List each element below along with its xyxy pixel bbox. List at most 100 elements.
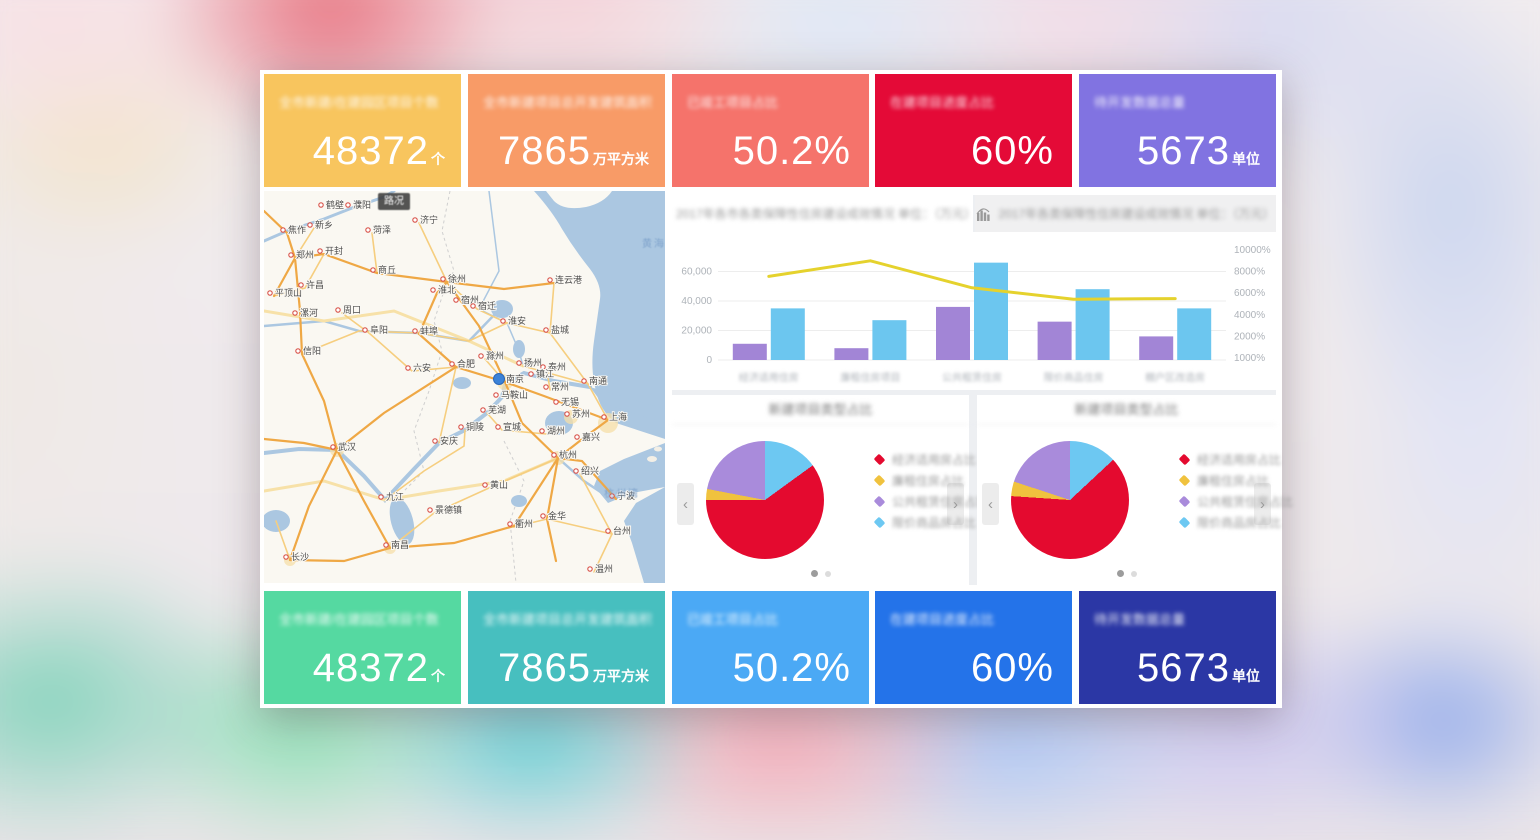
stat-card-complete-pct-2: 已竣工项目占比 50.2%: [672, 591, 869, 704]
right-axis-tick: 6000%: [1234, 288, 1265, 299]
map-city-dot: [540, 513, 546, 519]
map-city-dot: [283, 554, 289, 560]
map-city-name: 武汉: [338, 441, 356, 452]
map-city-dot: [430, 287, 436, 293]
stat-card-title: 全市新建/在建园区项目个数: [279, 612, 439, 627]
stat-card-value: 7865: [498, 129, 591, 173]
legend-item[interactable]: 限价商品房占比: [1178, 516, 1293, 530]
left-axis-tick: 60,000: [681, 267, 712, 278]
map-city-name: 常州: [551, 381, 569, 392]
right-axis-tick: 2000%: [1234, 331, 1265, 342]
map-city-dot: [427, 507, 433, 513]
map-city-dot: [440, 276, 446, 282]
x-axis-label: 棚户区改造房: [1145, 371, 1205, 384]
carousel-prev-button[interactable]: ‹: [677, 483, 694, 525]
stat-card-area-2: 全市新建项目总开发建筑面积 7865 万平方米: [468, 591, 665, 704]
map-city-dot: [318, 202, 324, 208]
map-sea-name: 杭州湾: [604, 487, 640, 500]
carousel-dot[interactable]: [1130, 570, 1137, 577]
map-city-name: 绍兴: [581, 465, 599, 476]
map-city-dot: [298, 282, 304, 288]
stat-card-title: 在建项目进度占比: [890, 95, 995, 110]
map-city-name: 郑州: [296, 249, 314, 260]
stat-card-value: 50.2%: [732, 129, 851, 173]
stat-card-value: 50.2%: [732, 646, 851, 690]
map-city-name: 焦作: [288, 224, 306, 235]
map-city-dot: [543, 384, 549, 390]
map-city-dot: [288, 252, 294, 258]
carousel-next-button[interactable]: ›: [947, 483, 964, 525]
legend-item[interactable]: 廉租住房占比: [873, 473, 988, 488]
right-axis-tick: 1000%: [1234, 353, 1265, 364]
stat-card-progress-pct-2: 在建项目进度占比 60%: [875, 591, 1072, 704]
map-city-dot: [330, 444, 336, 450]
carousel-dot[interactable]: [824, 570, 831, 577]
x-axis-label: 公共租赁住房: [942, 371, 1002, 384]
stat-card-unit: 万平方米: [593, 668, 649, 684]
map-city-name: 金华: [548, 510, 566, 521]
tab-chart-by-type[interactable]: 2017年各类保障性住房建设成效情况 单位：（万元）: [975, 195, 1276, 232]
map-city-dot: [539, 428, 545, 434]
carousel-dot-active[interactable]: [1116, 570, 1124, 577]
map-city-name: 阜阳: [370, 324, 388, 335]
map-city-dot: [564, 411, 570, 417]
legend-marker-icon: [1178, 474, 1191, 486]
legend-marker-icon: [1178, 495, 1191, 507]
legend-item[interactable]: 经济适用房占比: [873, 453, 988, 467]
tab-label: 2017年各市各类保障性住房建设成效情况 单位：（万元）: [675, 207, 977, 221]
bar-series2: [1075, 289, 1110, 360]
stat-card-title: 全市新建/在建园区项目个数: [279, 95, 439, 110]
stat-card-projects-2: 全市新建/在建园区项目个数 48372 个: [264, 591, 461, 704]
legend-label: 廉租住房占比: [892, 473, 965, 488]
map-city-dot: [470, 303, 476, 309]
carousel-dot-active[interactable]: [810, 570, 818, 577]
map-city-name: 温州: [595, 564, 613, 574]
tab-chart-by-city[interactable]: 2017年各市各类保障性住房建设成效情况 单位：（万元）: [672, 195, 977, 232]
map-city-name: 濮阳: [353, 199, 371, 210]
map-city-dot: [500, 318, 506, 324]
stat-card-unit: 单位: [1232, 668, 1260, 684]
carousel-prev-button[interactable]: ‹: [982, 483, 999, 525]
legend-item[interactable]: 廉租住房占比: [1178, 474, 1293, 488]
legend-marker-icon: [1178, 516, 1191, 528]
map-city-dot: [574, 434, 580, 440]
stat-card-value: 5673: [1137, 646, 1230, 690]
map-city-dot: [581, 378, 587, 384]
bar-line-chart[interactable]: 60,000 40,000 20,000 0 10000% 8000% 6000% 4000%…: [672, 232, 1276, 390]
map-city-name: 许昌: [306, 279, 324, 290]
map-city-dot: [478, 353, 484, 359]
legend-item[interactable]: 经济适用房占比: [1178, 453, 1293, 467]
map-city-name: 台州: [613, 525, 631, 536]
legend-label: 限价商品房占比: [892, 515, 977, 530]
stat-card-title: 待开发数据总量: [1094, 95, 1186, 110]
map-tooltip[interactable]: 路况: [378, 193, 410, 210]
stat-card-title: 待开发数据总量: [1094, 612, 1186, 627]
map-city-name: 无锡: [561, 397, 579, 407]
map-city-name: 鹤壁: [326, 199, 344, 210]
map-city-name: 南京: [506, 373, 524, 384]
legend-marker-icon: [873, 453, 886, 465]
legend-item[interactable]: 公共租赁住房占比: [873, 495, 988, 509]
pie-chart[interactable]: [706, 441, 824, 559]
map-city-dot: [432, 438, 438, 444]
charts-region: 2017年各市各类保障性住房建设成效情况 单位：（万元） 2017年各类保障性住…: [672, 195, 1293, 585]
map-city-name: 淮北: [438, 285, 456, 295]
map-city-dot: [345, 202, 351, 208]
carousel-next-button[interactable]: ›: [1254, 483, 1271, 525]
bar-series1: [1037, 321, 1072, 360]
map-city-name: 苏州: [572, 408, 590, 419]
china-road-map[interactable]: 鹤壁 濮阳 新乡 焦作 菏泽 济宁 郑州 开封 商丘 徐州 许昌 平顶山 淮北 宿州 连云港 漯河 周口 宿迁 淮安…: [264, 191, 665, 583]
map-city-name: 宣城: [503, 421, 521, 432]
map-city-dot: [412, 328, 418, 334]
stat-card-unit: 单位: [1232, 151, 1260, 167]
map-city-dot: [458, 424, 464, 430]
map-city-dot: [449, 361, 455, 367]
stat-card-unit: 个: [431, 151, 445, 167]
legend-item[interactable]: 公共租赁住房占比: [1178, 495, 1293, 509]
map-city-dot: [507, 521, 513, 527]
stat-card-progress-pct: 在建项目进度占比 60%: [875, 74, 1072, 187]
pie-chart[interactable]: [1011, 441, 1129, 559]
stat-card-title: 在建项目进度占比: [890, 612, 995, 627]
legend-item[interactable]: 限价商品房占比: [873, 515, 988, 530]
